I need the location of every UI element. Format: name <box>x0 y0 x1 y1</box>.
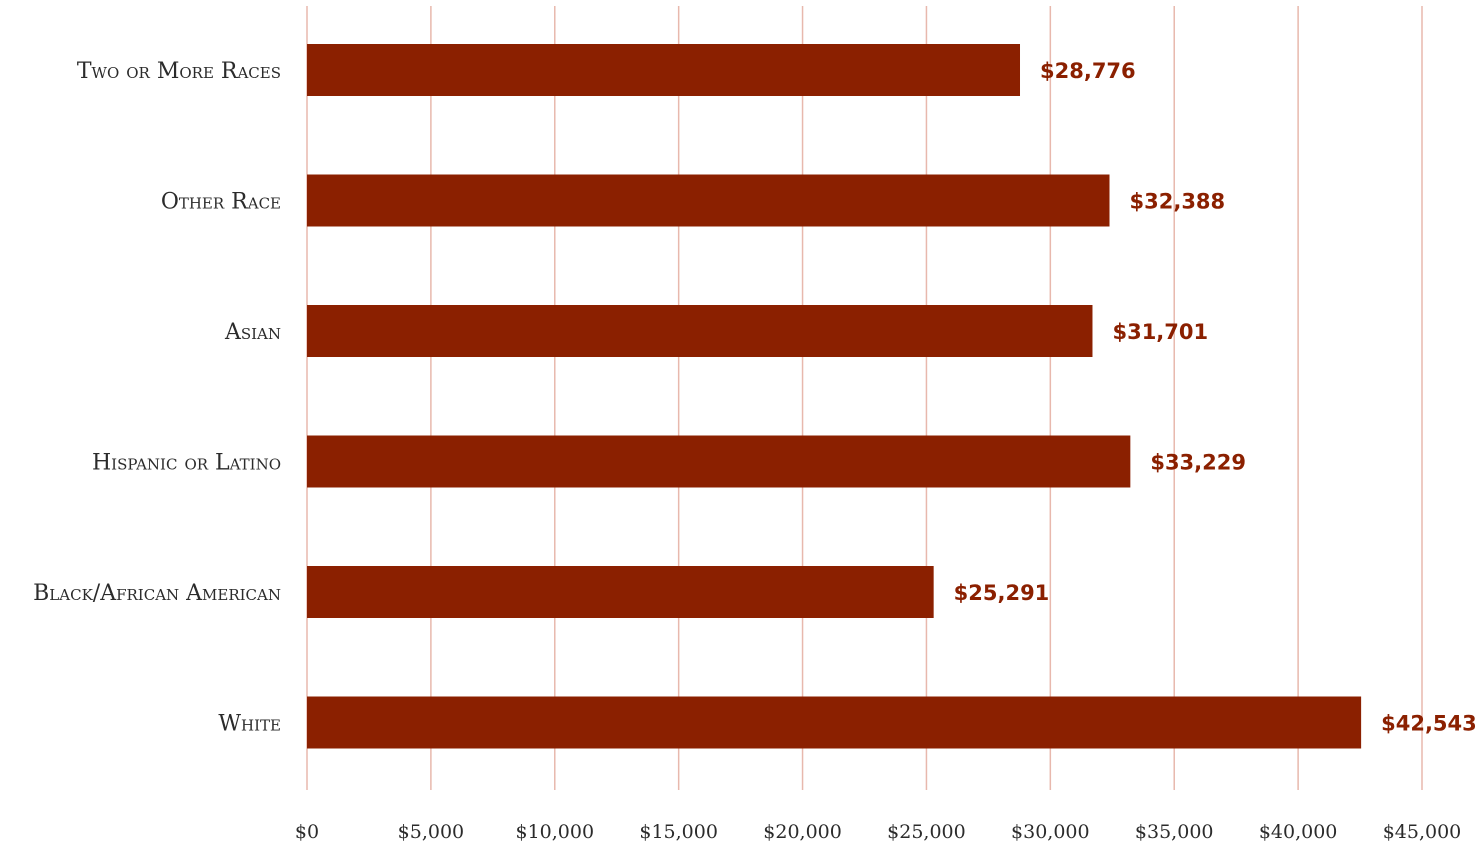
x-tick-label: $45,000 <box>1383 821 1462 843</box>
x-tick-label: $35,000 <box>1135 821 1214 843</box>
x-tick-label: $20,000 <box>763 821 842 843</box>
x-axis-tick-labels: $0 $5,000 $10,000 $15,000 $20,000 $25,000 $30,… <box>295 821 1461 843</box>
category-label: Two or More Races <box>77 59 281 84</box>
data-label: $31,701 <box>1112 320 1208 344</box>
x-tick-label: $10,000 <box>515 821 594 843</box>
bar <box>307 566 934 618</box>
x-tick-label: $25,000 <box>887 821 966 843</box>
bar <box>307 435 1131 488</box>
category-labels: Two or More Races Other Race Asian Hispanic… <box>33 59 281 737</box>
data-label: $33,229 <box>1150 451 1246 475</box>
x-tick-label: $0 <box>295 821 319 843</box>
category-label: Hispanic or Latino <box>92 451 281 476</box>
gridlines <box>306 6 1423 790</box>
x-tick-label: $40,000 <box>1259 821 1338 843</box>
data-label: $28,776 <box>1040 59 1136 83</box>
bar <box>307 696 1362 749</box>
category-label: Asian <box>224 320 281 345</box>
data-label: $42,543 <box>1381 712 1475 736</box>
x-tick-label: $30,000 <box>1011 821 1090 843</box>
bars <box>307 44 1362 749</box>
bar <box>307 44 1021 96</box>
x-tick-label: $15,000 <box>639 821 718 843</box>
bar <box>307 174 1110 227</box>
x-tick-label: $5,000 <box>398 821 464 843</box>
value-labels: $28,776 $32,388 $31,701 $33,229 $25,291 $42,5… <box>954 59 1475 736</box>
category-label: Black/African American <box>33 581 281 606</box>
data-label: $25,291 <box>954 581 1050 605</box>
category-label: Other Race <box>161 190 281 215</box>
category-label: White <box>218 712 281 737</box>
data-label: $32,388 <box>1130 190 1226 214</box>
bar <box>307 305 1093 357</box>
